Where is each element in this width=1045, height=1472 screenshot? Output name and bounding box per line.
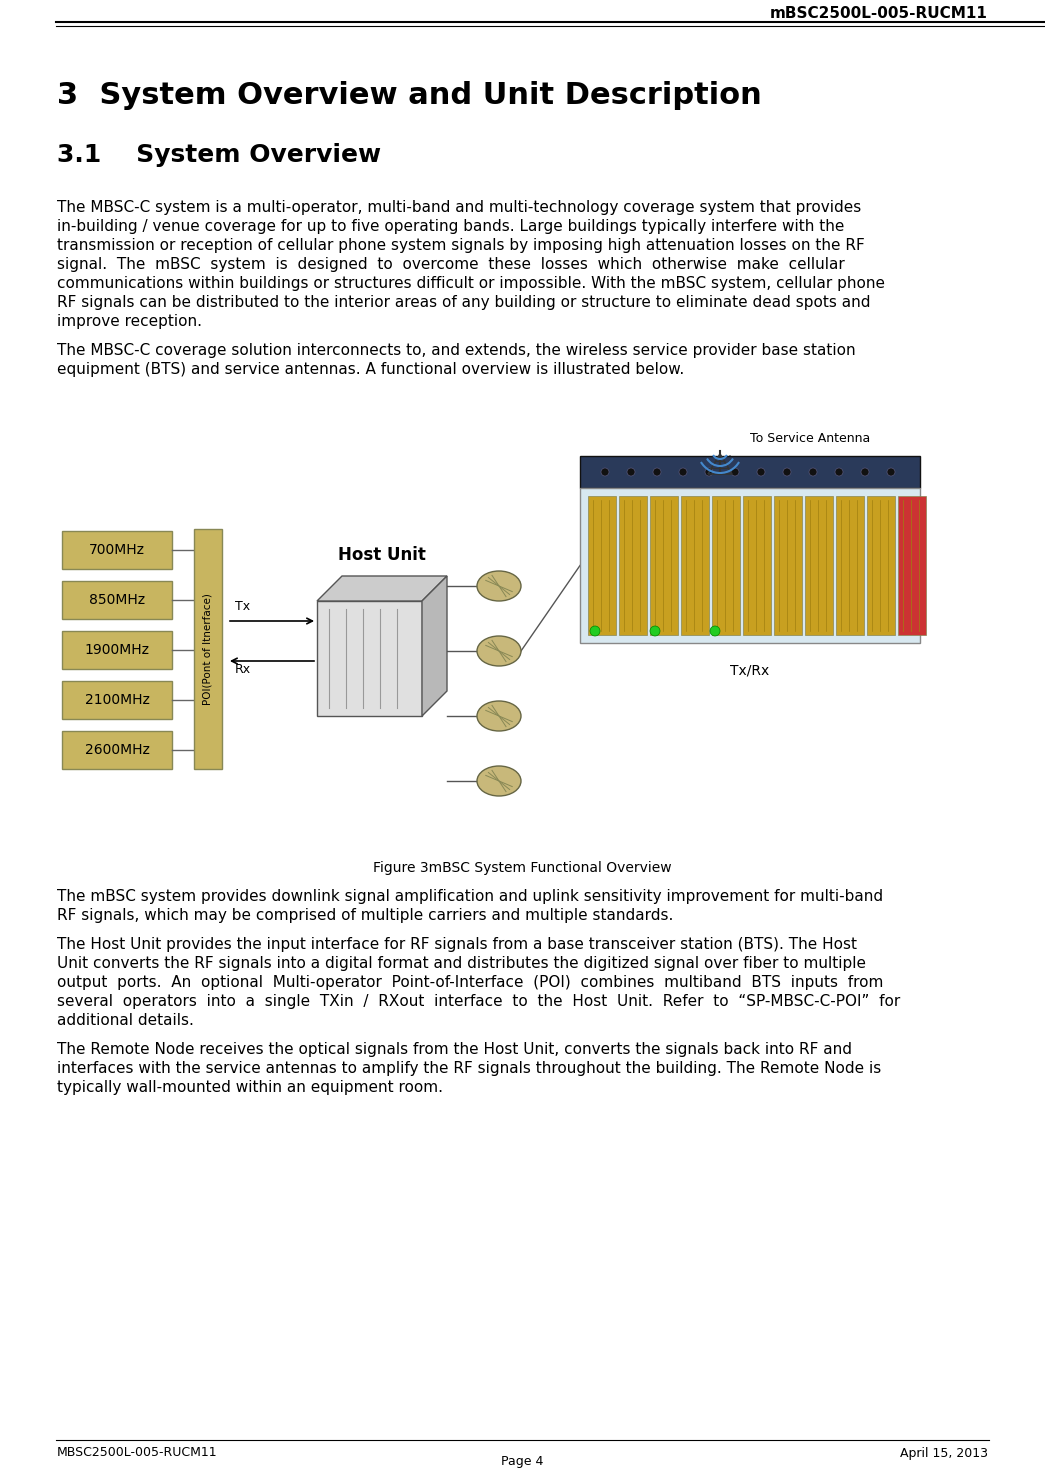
Text: The MBSC-C coverage solution interconnects to, and extends, the wireless service: The MBSC-C coverage solution interconnec… xyxy=(57,343,856,358)
Text: transmission or reception of cellular phone system signals by imposing high atte: transmission or reception of cellular ph… xyxy=(57,238,865,253)
Circle shape xyxy=(590,626,600,636)
Circle shape xyxy=(650,626,660,636)
Text: typically wall-mounted within an equipment room.: typically wall-mounted within an equipme… xyxy=(57,1080,443,1095)
Bar xyxy=(650,496,678,634)
Ellipse shape xyxy=(477,571,521,601)
Circle shape xyxy=(861,468,869,475)
Bar xyxy=(898,496,926,634)
Text: April 15, 2013: April 15, 2013 xyxy=(900,1447,988,1460)
Text: 1900MHz: 1900MHz xyxy=(85,643,149,657)
Text: 3.1    System Overview: 3.1 System Overview xyxy=(57,143,381,166)
Text: Host Unit: Host Unit xyxy=(339,546,426,564)
Bar xyxy=(743,496,771,634)
Bar xyxy=(62,531,172,570)
Text: 2600MHz: 2600MHz xyxy=(85,743,149,757)
Bar xyxy=(194,528,222,768)
Text: 700MHz: 700MHz xyxy=(89,543,145,556)
Circle shape xyxy=(757,468,765,475)
Bar xyxy=(867,496,895,634)
Text: several  operators  into  a  single  TXin  /  RXout  interface  to  the  Host  U: several operators into a single TXin / R… xyxy=(57,994,900,1008)
Text: equipment (BTS) and service antennas. A functional overview is illustrated below: equipment (BTS) and service antennas. A … xyxy=(57,362,684,377)
Bar xyxy=(62,682,172,718)
Ellipse shape xyxy=(477,636,521,665)
Polygon shape xyxy=(317,576,447,601)
Text: The MBSC-C system is a multi-operator, multi-band and multi-technology coverage : The MBSC-C system is a multi-operator, m… xyxy=(57,200,861,215)
Text: Unit converts the RF signals into a digital format and distributes the digitized: Unit converts the RF signals into a digi… xyxy=(57,955,866,972)
Circle shape xyxy=(705,468,713,475)
Circle shape xyxy=(653,468,661,475)
Circle shape xyxy=(601,468,609,475)
Text: The mBSC system provides downlink signal amplification and uplink sensitivity im: The mBSC system provides downlink signal… xyxy=(57,889,883,904)
Polygon shape xyxy=(422,576,447,715)
Bar xyxy=(580,456,920,489)
Circle shape xyxy=(835,468,843,475)
Text: 2100MHz: 2100MHz xyxy=(85,693,149,707)
Text: Page 4: Page 4 xyxy=(501,1456,543,1469)
Text: Rx: Rx xyxy=(235,662,251,676)
Circle shape xyxy=(710,626,720,636)
Bar xyxy=(619,496,647,634)
Bar xyxy=(836,496,864,634)
Bar xyxy=(580,489,920,643)
Ellipse shape xyxy=(477,701,521,732)
Text: To Service Antenna: To Service Antenna xyxy=(750,431,870,445)
Text: The Remote Node receives the optical signals from the Host Unit, converts the si: The Remote Node receives the optical sig… xyxy=(57,1042,852,1057)
Text: RF signals, which may be comprised of multiple carriers and multiple standards.: RF signals, which may be comprised of mu… xyxy=(57,908,673,923)
Polygon shape xyxy=(317,601,422,715)
Bar xyxy=(681,496,709,634)
Circle shape xyxy=(887,468,895,475)
Ellipse shape xyxy=(477,765,521,796)
Text: Figure 3mBSC System Functional Overview: Figure 3mBSC System Functional Overview xyxy=(373,861,671,874)
Text: output  ports.  An  optional  Multi-operator  Point-of-Interface  (POI)  combine: output ports. An optional Multi-operator… xyxy=(57,974,883,991)
Text: signal.  The  mBSC  system  is  designed  to  overcome  these  losses  which  ot: signal. The mBSC system is designed to o… xyxy=(57,258,844,272)
Bar xyxy=(712,496,740,634)
Text: Tx: Tx xyxy=(235,601,250,612)
Bar xyxy=(62,581,172,620)
Text: The Host Unit provides the input interface for RF signals from a base transceive: The Host Unit provides the input interfa… xyxy=(57,938,857,952)
Text: mBSC2500L-005-RUCM11: mBSC2500L-005-RUCM11 xyxy=(770,6,988,21)
Circle shape xyxy=(679,468,687,475)
Text: POI(Pont of Itnerface): POI(Pont of Itnerface) xyxy=(203,593,213,705)
Text: interfaces with the service antennas to amplify the RF signals throughout the bu: interfaces with the service antennas to … xyxy=(57,1061,881,1076)
Text: in-building / venue coverage for up to five operating bands. Large buildings typ: in-building / venue coverage for up to f… xyxy=(57,219,844,234)
Circle shape xyxy=(627,468,635,475)
Bar xyxy=(62,631,172,668)
Text: 850MHz: 850MHz xyxy=(89,593,145,606)
Circle shape xyxy=(809,468,817,475)
Text: MBSC2500L-005-RUCM11: MBSC2500L-005-RUCM11 xyxy=(57,1447,217,1460)
Text: improve reception.: improve reception. xyxy=(57,314,202,330)
Bar xyxy=(62,732,172,768)
Circle shape xyxy=(732,468,739,475)
Text: Tx/Rx: Tx/Rx xyxy=(730,662,769,677)
Text: RF signals can be distributed to the interior areas of any building or structure: RF signals can be distributed to the int… xyxy=(57,294,870,311)
Bar xyxy=(774,496,802,634)
Text: additional details.: additional details. xyxy=(57,1013,194,1027)
Bar xyxy=(588,496,616,634)
Text: communications within buildings or structures difficult or impossible. With the : communications within buildings or struc… xyxy=(57,277,885,291)
Bar xyxy=(805,496,833,634)
Circle shape xyxy=(783,468,791,475)
Text: 3  System Overview and Unit Description: 3 System Overview and Unit Description xyxy=(57,81,762,109)
